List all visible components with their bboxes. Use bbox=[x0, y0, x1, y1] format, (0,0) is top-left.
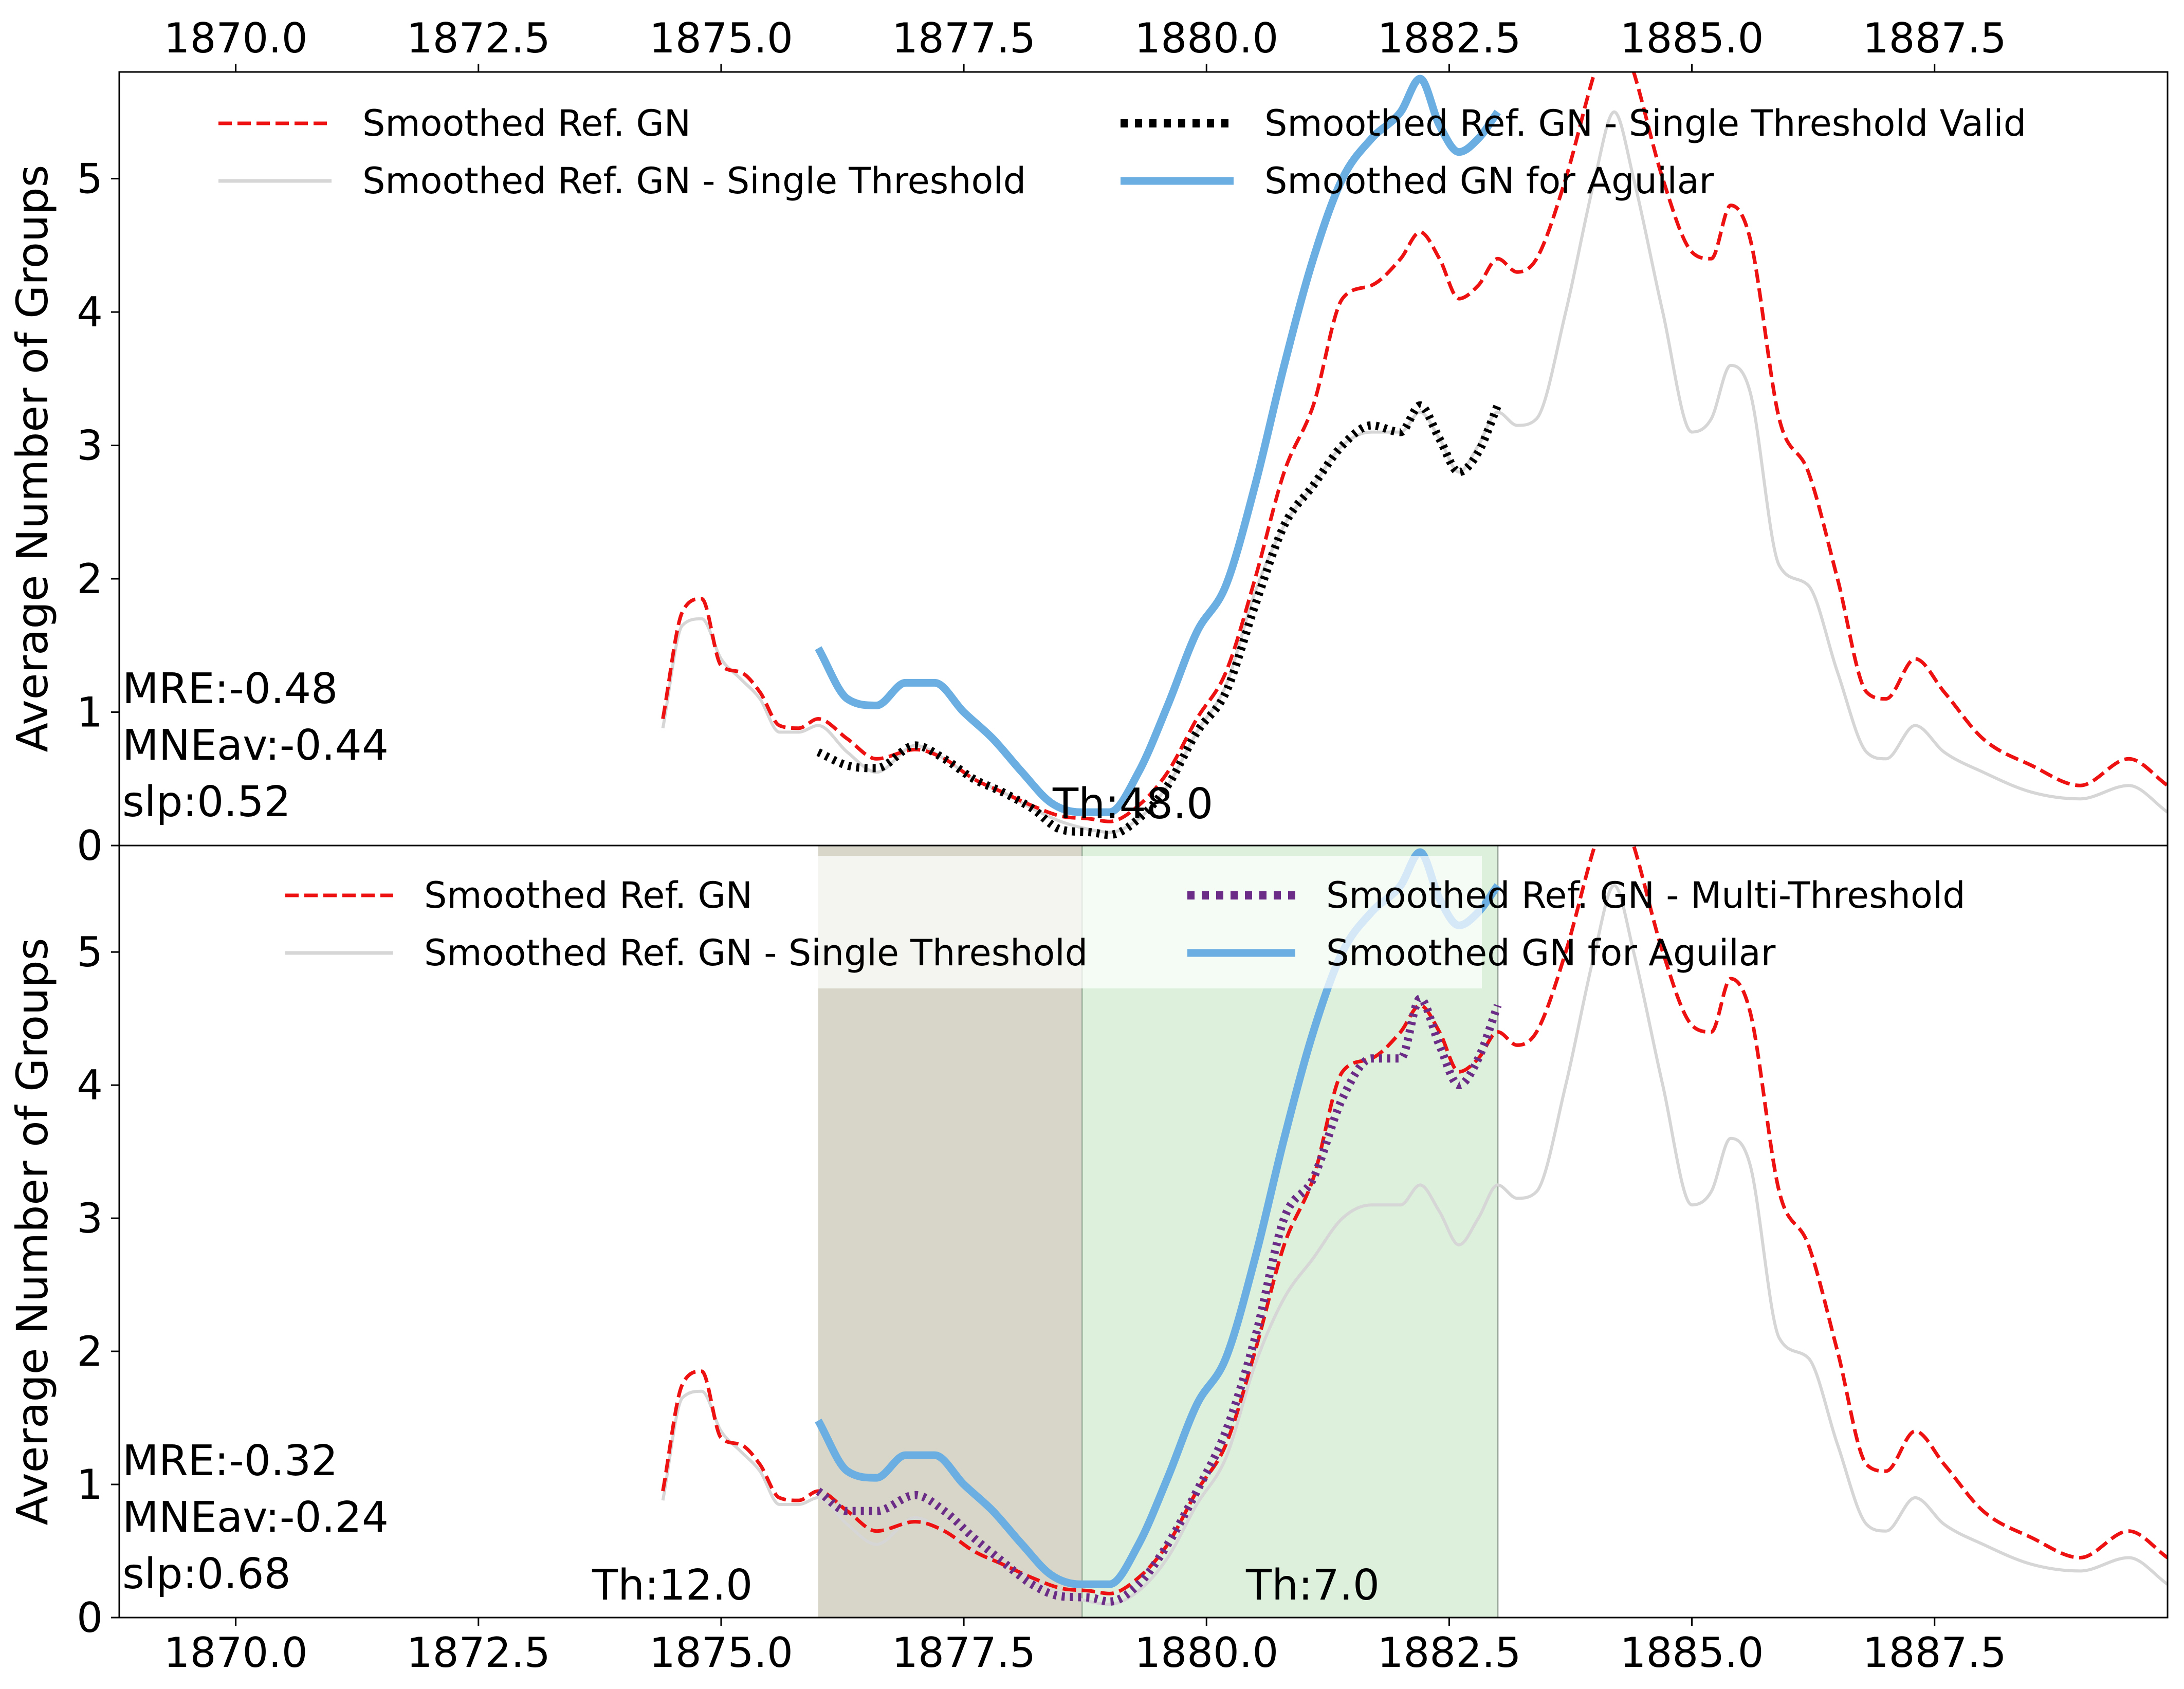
y-tick-label: 5 bbox=[77, 928, 103, 976]
x-tick-label: 1885.0 bbox=[1620, 14, 1764, 62]
series-line-3 bbox=[815, 75, 1501, 816]
legend-label: Smoothed Ref. GN - Single Threshold bbox=[424, 932, 1088, 974]
legend-item-3: Smoothed GN for Aguilar bbox=[1121, 160, 1714, 202]
x-tick-label: 1875.0 bbox=[649, 1629, 793, 1677]
legend: Smoothed Ref. GN Smoothed Ref. GN - Singl… bbox=[218, 102, 2026, 202]
legend-label: Smoothed GN for Aguilar bbox=[1264, 160, 1714, 202]
x-tick-label: 1885.0 bbox=[1620, 1629, 1764, 1677]
x-tick-label: 1887.5 bbox=[1863, 1629, 2007, 1677]
stats-annotation: MRE:-0.32 MNEav:-0.24 slp:0.68 bbox=[122, 1437, 389, 1599]
legend-label: Smoothed Ref. GN bbox=[362, 102, 691, 144]
legend-item-0: Smoothed Ref. GN bbox=[218, 102, 691, 144]
legend-item-2: Smoothed Ref. GN - Single Threshold Vali… bbox=[1121, 102, 2026, 144]
y-tick-label: 3 bbox=[77, 422, 103, 470]
threshold-label: Th:7.0 bbox=[1245, 1561, 1380, 1610]
legend-item-0: Smoothed Ref. GN bbox=[285, 874, 753, 916]
plot-lines bbox=[661, 72, 2168, 839]
legend-label: Smoothed Ref. GN - Single Threshold bbox=[362, 160, 1026, 202]
legend-label: Smoothed Ref. GN - Single Threshold Vali… bbox=[1264, 102, 2026, 144]
y-tick-label: 0 bbox=[77, 1594, 103, 1642]
x-tick-label: 1877.5 bbox=[892, 14, 1036, 62]
x-tick-label: 1872.5 bbox=[407, 14, 550, 62]
y-tick-label: 1 bbox=[77, 1461, 103, 1509]
x-tick-label: 1880.0 bbox=[1134, 1629, 1278, 1677]
x-tick-label: 1887.5 bbox=[1863, 14, 2007, 62]
y-axis-ticks: 0 1 2 3 4 5 bbox=[77, 155, 119, 870]
series-line-1 bbox=[661, 884, 2168, 1606]
legend-label: Smoothed Ref. GN bbox=[424, 874, 753, 916]
y-tick-label: 5 bbox=[77, 155, 103, 203]
mneav-label: MNEav:-0.44 bbox=[122, 721, 389, 770]
mre-label: MRE:-0.32 bbox=[122, 1437, 338, 1485]
legend: Smoothed Ref. GN Smoothed Ref. GN - Singl… bbox=[285, 856, 1966, 988]
mre-label: MRE:-0.48 bbox=[122, 665, 338, 713]
y-tick-label: 3 bbox=[77, 1195, 103, 1242]
y-tick-label: 0 bbox=[77, 822, 103, 870]
x-tick-label: 1880.0 bbox=[1134, 14, 1278, 62]
x-tick-label: 1877.5 bbox=[892, 1629, 1036, 1677]
legend-item-1: Smoothed Ref. GN - Single Threshold bbox=[285, 932, 1088, 974]
legend-item-3: Smoothed GN for Aguilar bbox=[1187, 932, 1776, 974]
legend-background bbox=[796, 856, 1482, 988]
y-tick-label: 4 bbox=[77, 1061, 103, 1109]
threshold-label: Th:48.0 bbox=[1052, 780, 1213, 829]
series-line-0 bbox=[661, 72, 2168, 823]
legend-item-1: Smoothed Ref. GN - Single Threshold bbox=[218, 160, 1026, 202]
axes-frame bbox=[118, 844, 2169, 1619]
stats-annotation: MRE:-0.48 MNEav:-0.44 slp:0.52 bbox=[122, 665, 389, 827]
x-tick-label: 1870.0 bbox=[164, 1629, 308, 1677]
y-tick-label: 4 bbox=[77, 288, 103, 336]
y-tick-label: 2 bbox=[77, 1328, 103, 1375]
x-tick-label: 1870.0 bbox=[164, 14, 308, 62]
x-tick-label: 1882.5 bbox=[1377, 1629, 1521, 1677]
slp-label: slp:0.68 bbox=[122, 1550, 291, 1599]
slp-label: slp:0.52 bbox=[122, 778, 291, 827]
x-axis-ticks: 1870.0 1872.5 1875.0 1877.5 1880.0 1882.5 1885… bbox=[164, 1618, 2007, 1677]
x-tick-label: 1875.0 bbox=[649, 14, 793, 62]
legend-label: Smoothed Ref. GN - Multi-Threshold bbox=[1326, 874, 1966, 916]
y-axis-label: Average Number of Groups bbox=[7, 938, 58, 1526]
series-line-2 bbox=[816, 994, 1502, 1606]
y-tick-label: 2 bbox=[77, 555, 103, 603]
legend-label: Smoothed GN for Aguilar bbox=[1326, 932, 1776, 974]
y-axis-label: Average Number of Groups bbox=[7, 165, 58, 752]
y-axis-ticks: 0 1 2 3 4 5 bbox=[77, 928, 119, 1642]
top-panel: Smoothed Ref. GN Smoothed Ref. GN - Singl… bbox=[7, 14, 2169, 870]
mneav-label: MNEav:-0.24 bbox=[122, 1493, 389, 1542]
legend-item-2: Smoothed Ref. GN - Multi-Threshold bbox=[1187, 874, 1966, 916]
x-tick-label: 1882.5 bbox=[1377, 14, 1521, 62]
x-tick-label: 1872.5 bbox=[407, 1629, 550, 1677]
threshold-label: Th:12.0 bbox=[592, 1561, 753, 1610]
y-tick-label: 1 bbox=[77, 689, 103, 737]
x-axis-ticks: 1870.0 1872.5 1875.0 1877.5 1880.0 1882.5 1885… bbox=[164, 14, 2007, 72]
bottom-panel: Smoothed Ref. GN Smoothed Ref. GN - Singl… bbox=[7, 844, 2169, 1677]
